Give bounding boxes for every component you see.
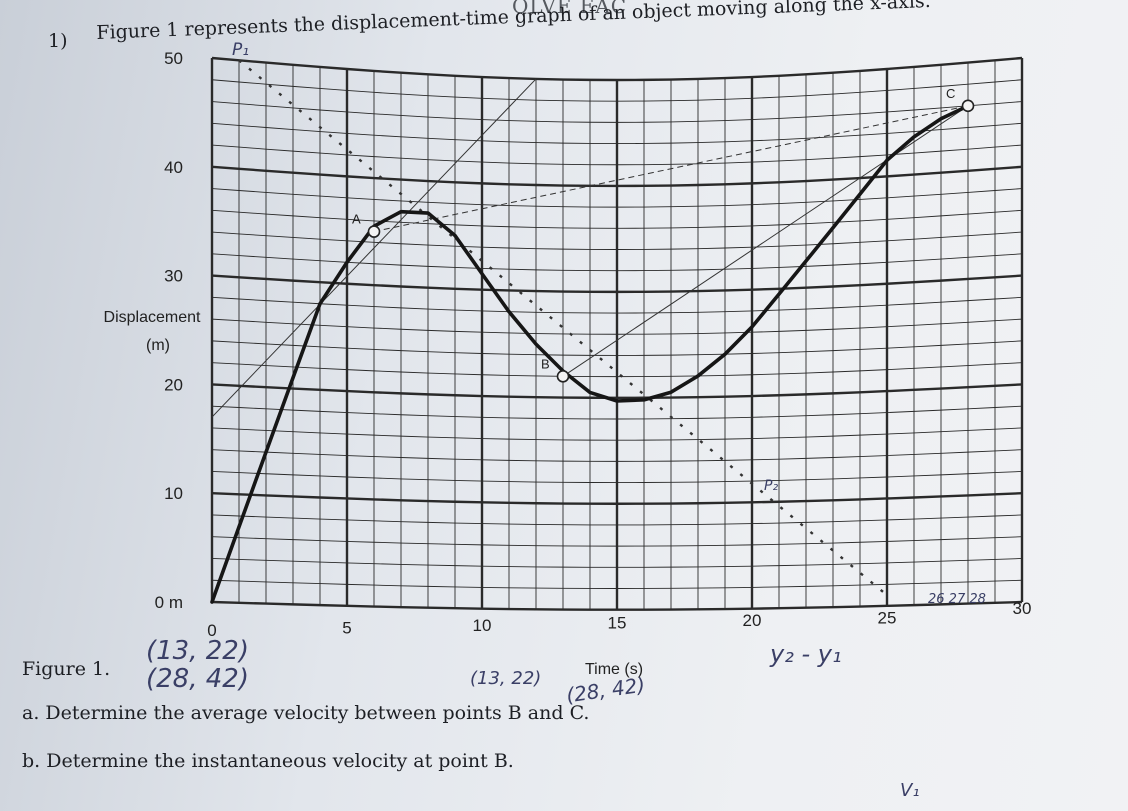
grid-line-h [211,449,1023,462]
chart-series [210,104,970,604]
chart-points: A B C [352,86,975,383]
point-label-a: A [352,212,361,227]
y-axis-label: Displacement [104,309,201,326]
point-b [556,370,570,383]
grid-line-h [211,405,1023,420]
guide-line [211,78,537,418]
handwritten-coords-1: (13, 22) [146,636,249,666]
grid-line-h [211,101,1023,123]
grid-line-h [211,558,1023,568]
y-tick-label: 0 m [155,593,183,612]
grid-line-h [211,536,1023,547]
grid-line-h [211,492,1023,505]
point-a [367,225,381,238]
y-tick-label: 30 [164,267,183,286]
header-partial-text: OLVE EAC [512,0,628,18]
grid-line-h [211,383,1023,400]
x-tick-label: 10 [473,616,492,635]
question-part-b: b. Determine the instantaneous velocity … [22,750,514,772]
chart-axes-labels: 0 5 10 15 20 25 30 0 m 10 20 30 40 50 Displacement (m)… [104,49,1032,678]
x-tick-label: 20 [743,611,762,630]
question-number: 1) [48,30,68,52]
guide-line [562,105,969,377]
y-tick-label: 50 [164,49,183,68]
y-tick-label: 20 [164,375,183,394]
handwritten-p2: P₂ [764,478,779,494]
x-tick-label: 25 [878,609,897,628]
handwritten-p1: P₁ [232,40,250,60]
y-axis-unit: (m) [146,337,170,354]
grid-line-h [211,318,1023,335]
grid-line-h [211,79,1023,102]
grid-line-h [211,209,1023,229]
grid-line-h [211,427,1023,441]
figure-label: Figure 1. [22,658,111,680]
grid-line-h [211,144,1023,166]
grid-line-h [211,231,1023,250]
question-part-a: a. Determine the average velocity betwee… [22,702,590,724]
handwritten-extra-ticks: 26 27 28 [928,592,986,607]
grid-line-h [211,600,1023,611]
grid-line-h [211,56,1023,82]
point-c [961,99,975,113]
x-tick-label: 15 [608,614,627,633]
grid-line-h [211,514,1023,526]
grid-line-h [211,296,1023,314]
dashed-chord-line [373,105,969,233]
point-label-b: B [541,356,550,371]
handwritten-formula: y₂ - y₁ [770,640,842,668]
handwritten-coords-3: (13, 22) [470,668,542,689]
series-line-0 [210,104,970,604]
chart-grid [210,56,1024,611]
grid-line-h [211,340,1023,356]
x-tick-label: 30 [1013,599,1032,618]
x-axis-label: Time (s) [585,661,643,678]
x-tick-label: 0 [207,621,216,640]
grid-line-h [211,165,1023,188]
handwritten-coords-2: (28, 42) [146,664,249,694]
grid-line-h [211,579,1023,589]
x-tick-label: 5 [342,619,351,638]
handwritten-bottom: V₁ [900,780,920,801]
y-tick-label: 10 [164,484,183,503]
y-tick-label: 40 [164,158,183,177]
grid-line-h [211,274,1023,294]
grid-line-h [211,122,1023,145]
point-label-c: C [946,86,955,101]
grid-line-h [211,362,1023,378]
grid-line-h [211,188,1023,208]
grid-line-h [211,470,1023,484]
